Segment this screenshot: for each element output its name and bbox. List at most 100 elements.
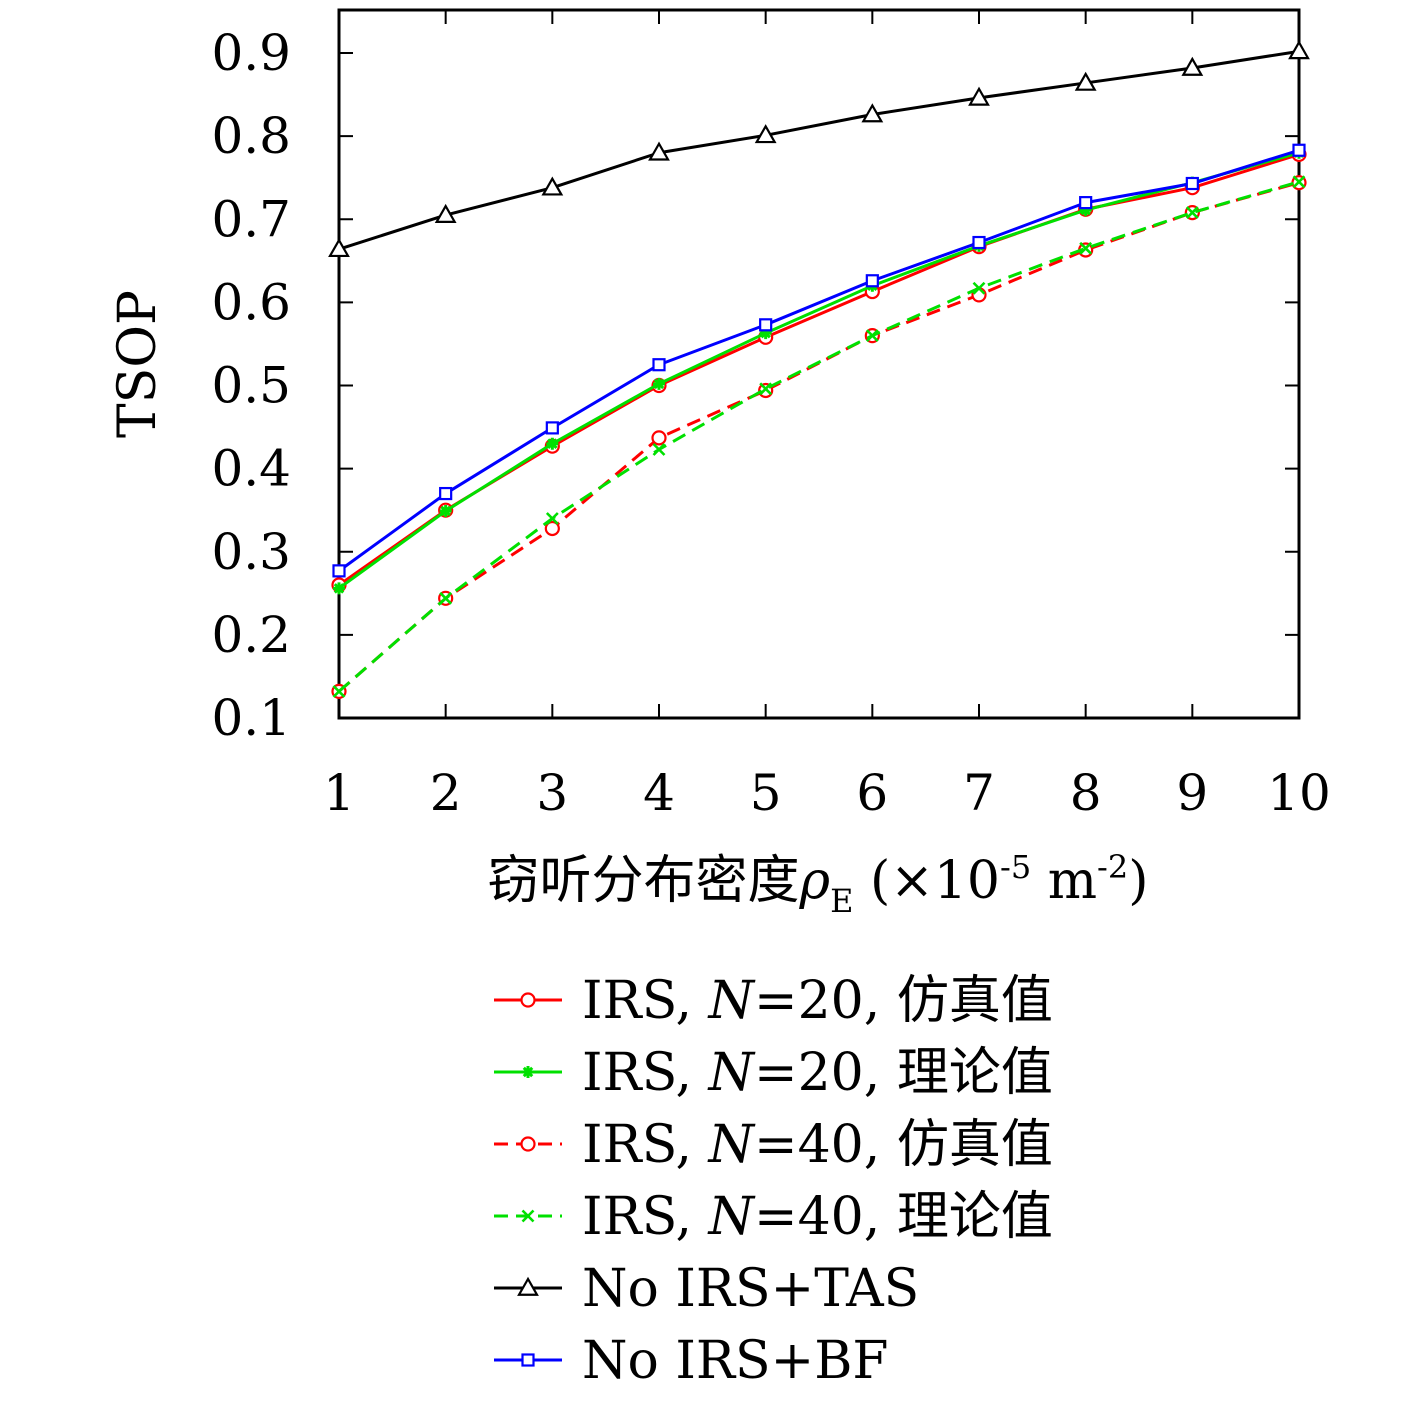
legend-swatch-marker [522, 1066, 534, 1078]
data-point [972, 235, 986, 250]
series-line [338, 151, 1300, 590]
series-1 [331, 146, 1307, 593]
legend-label-prefix: No IRS+TAS [582, 1259, 919, 1319]
y-tick-label: 0.5 [211, 357, 291, 415]
data-point [545, 512, 559, 525]
data-point [434, 203, 457, 223]
legend-label-prefix: IRS, [582, 1187, 709, 1247]
legend-item: No IRS+TAS [494, 1259, 919, 1319]
data-point [754, 124, 777, 144]
y-tick-label: 0.4 [211, 440, 291, 498]
data-point [1181, 56, 1204, 76]
x-axis-title-unit: m [1031, 851, 1097, 911]
x-tick-label: 6 [856, 764, 888, 822]
data-point [759, 382, 773, 396]
legend-swatch-marker [520, 1136, 536, 1152]
x-axis-title-rho-sub: E [830, 882, 853, 920]
x-tick-label: 9 [1176, 764, 1208, 822]
x-tick-label: 5 [750, 764, 782, 822]
legend-label-suffix: =40, 理论值 [754, 1187, 1053, 1247]
data-point [333, 582, 345, 595]
y-tick-label: 0.2 [211, 606, 291, 664]
y-tick-label: 0.6 [211, 273, 291, 331]
x-axis-title-paren-open: (×10 [853, 851, 1000, 911]
data-point [1288, 40, 1310, 60]
x-tick-label: 8 [1070, 764, 1102, 822]
y-ticks: 0.1 0.2 0.3 0.4 0.5 0.6 0.7 0.8 0.9 [211, 24, 1299, 747]
legend-item: No IRS+BF [494, 1331, 889, 1391]
data-point [544, 520, 560, 537]
series-line [338, 49, 1300, 251]
legend-label-var: N [707, 1043, 756, 1103]
legend-label-prefix: IRS, [582, 1115, 709, 1175]
legend-label-var: N [707, 1187, 756, 1247]
x-axis-title: 窃听分布密度ρE (×10-5 m-2) [488, 848, 1149, 920]
x-axis-title-paren-close: ) [1128, 851, 1148, 911]
x-tick-label: 2 [430, 764, 462, 822]
x-tick-label: 10 [1267, 764, 1331, 822]
data-point [861, 103, 884, 123]
data-point [1079, 196, 1093, 210]
data-point [648, 141, 670, 161]
data-point [652, 443, 666, 456]
y-tick-label: 0.9 [211, 24, 291, 82]
legend-label: No IRS+TAS [582, 1259, 919, 1319]
data-point [759, 327, 772, 340]
data-point [439, 591, 453, 605]
data-point [1074, 71, 1097, 91]
legend-label: IRS, N=40, 仿真值 [582, 1115, 1053, 1175]
series-2 [333, 146, 1305, 595]
data-point [652, 358, 666, 372]
data-point [651, 430, 667, 446]
legend-swatch-marker [521, 1353, 535, 1367]
data-point [1185, 206, 1199, 220]
data-point [332, 684, 346, 698]
legend-label-suffix: =20, 理论值 [754, 1043, 1053, 1103]
legend-label: IRS, N=40, 理论值 [582, 1187, 1053, 1247]
data-point [1292, 143, 1306, 157]
data-point [1292, 175, 1306, 189]
y-tick-label: 0.1 [211, 689, 291, 747]
legend-label: No IRS+BF [582, 1331, 889, 1391]
y-tick-label: 0.7 [211, 190, 291, 248]
x-tick-label: 3 [536, 764, 568, 822]
legend-label: IRS, N=20, 仿真值 [582, 971, 1053, 1031]
data-point [439, 505, 452, 518]
legend-label-var: N [707, 1115, 756, 1175]
data-point [1079, 204, 1092, 217]
legend-item: IRS, N=20, 仿真值 [494, 971, 1053, 1031]
data-point [545, 421, 559, 435]
series-layer [328, 40, 1310, 700]
legend-label-prefix: No IRS+BF [582, 1331, 889, 1391]
data-point [968, 86, 990, 106]
series-line [338, 148, 1300, 573]
series-3 [331, 175, 1307, 700]
series-line [338, 152, 1300, 587]
data-point [1079, 241, 1093, 255]
series-6 [332, 143, 1306, 578]
series-line [338, 181, 1300, 693]
data-point [972, 281, 986, 295]
legend-swatch-marker [520, 992, 536, 1008]
x-ticks: 1 2 3 4 5 6 7 8 9 10 [323, 10, 1331, 822]
legend-label: IRS, N=20, 理论值 [582, 1043, 1053, 1103]
data-point [541, 176, 564, 196]
legend-label-suffix: =40, 仿真值 [754, 1115, 1053, 1175]
x-axis-title-cjk: 窃听分布密度 [488, 851, 800, 911]
legend-label-suffix: =20, 仿真值 [754, 971, 1053, 1031]
y-axis-title: TSOP [108, 290, 168, 438]
legend-label-prefix: IRS, [582, 1043, 709, 1103]
legend-item: IRS, N=20, 理论值 [494, 1043, 1053, 1103]
legend-label-var: N [707, 971, 756, 1031]
x-tick-label: 4 [643, 764, 675, 822]
legend-item: IRS, N=40, 仿真值 [494, 1115, 1053, 1175]
series-4 [332, 175, 1306, 698]
x-tick-label: 7 [963, 764, 995, 822]
legend-swatch-marker [517, 1276, 539, 1296]
x-axis-title-exp1: -5 [1000, 848, 1031, 886]
legend-item: IRS, N=40, 理论值 [494, 1187, 1053, 1247]
plot-frame [337, 8, 1301, 720]
x-axis-title-rho: ρ [799, 851, 831, 911]
data-point [439, 486, 453, 501]
